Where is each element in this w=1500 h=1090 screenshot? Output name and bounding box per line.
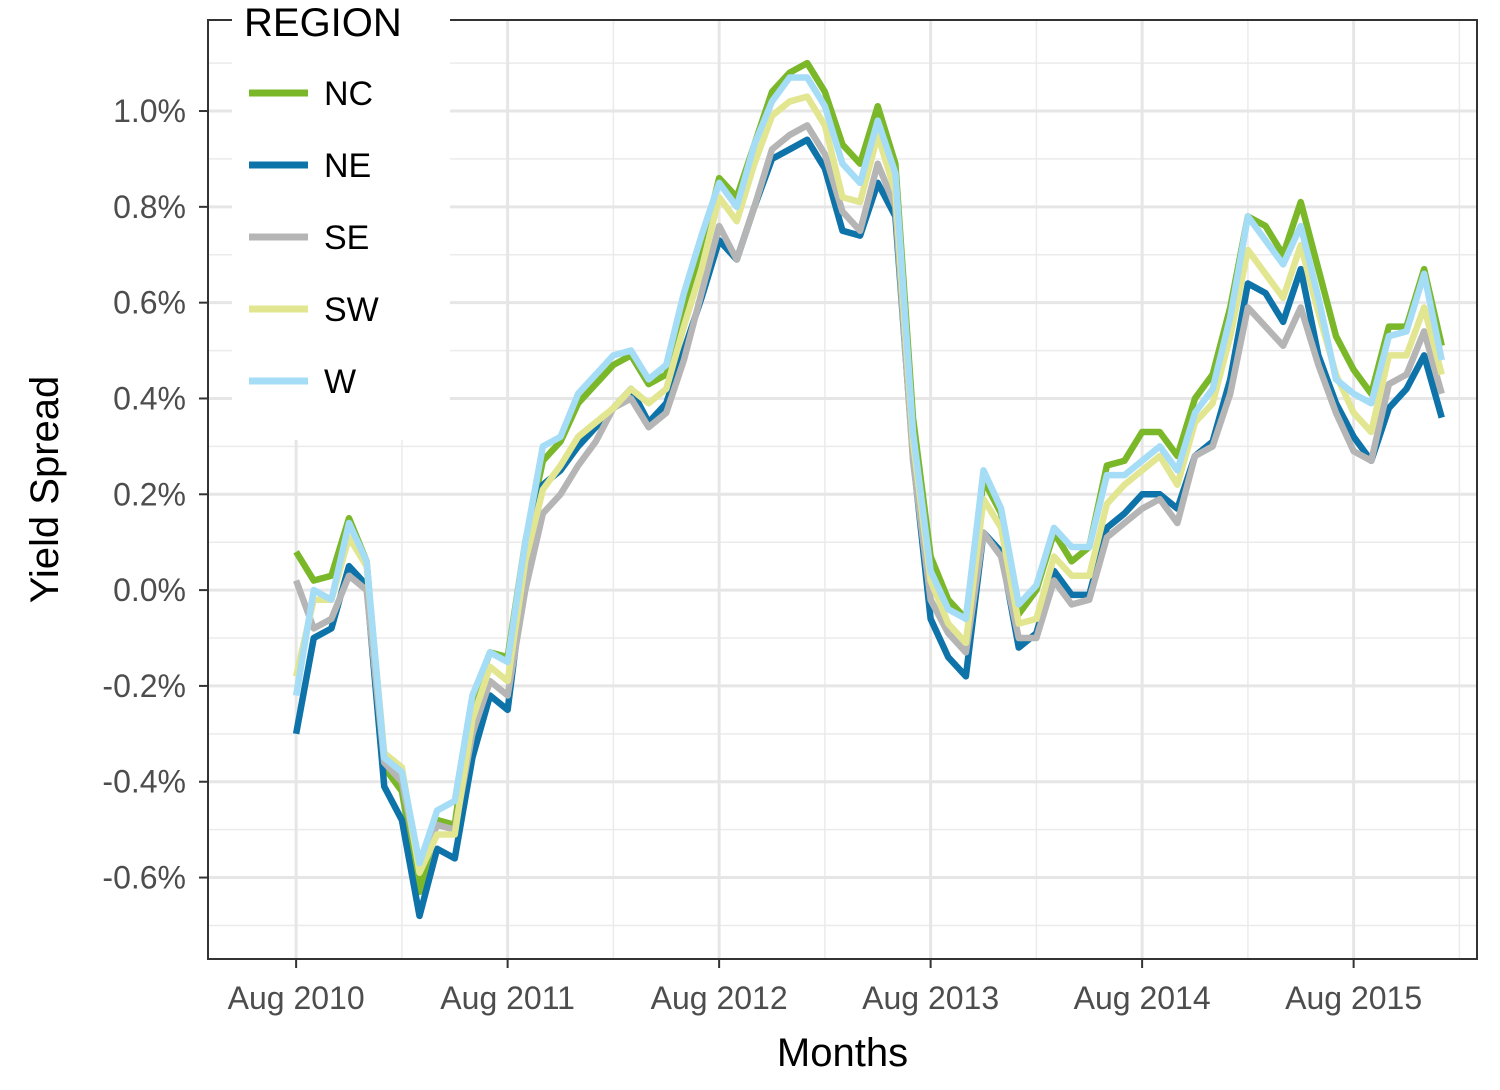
x-tick-label: Aug 2012 [651, 980, 788, 1016]
y-tick-label: 0.4% [113, 380, 186, 416]
series-lines [292, 59, 1445, 920]
legend: REGION NC NE SE SW W [232, 1, 450, 440]
legend-label-nc: NC [324, 75, 373, 113]
plot-panel-border [207, 19, 1478, 960]
x-tick-label: Aug 2015 [1285, 980, 1422, 1016]
y-tick-label: -0.2% [102, 668, 186, 704]
y-tick-label: 0.0% [113, 572, 186, 608]
series-line-se [293, 122, 1445, 872]
y-axis-title: Yield Spread [23, 376, 67, 604]
y-tick-label: 0.6% [113, 285, 186, 321]
x-tick-label: Aug 2010 [228, 980, 365, 1016]
legend-label-sw: SW [324, 291, 379, 329]
y-tick-label: -0.6% [102, 860, 186, 896]
legend-label-ne: NE [324, 147, 371, 185]
legend-title: REGION [244, 1, 402, 45]
series-line-ne [292, 136, 1445, 920]
y-tick-label: -0.4% [102, 764, 186, 800]
series-line-sw [292, 93, 1445, 877]
y-axis-ticks: -0.6% -0.4% -0.2% 0.0% 0.2% 0.4% 0.6% 0.8% 1.0% [102, 93, 208, 896]
major-gridlines [208, 20, 1477, 959]
y-tick-label: 0.2% [113, 476, 186, 512]
x-tick-label: Aug 2011 [440, 980, 575, 1016]
x-axis-title: Months [777, 1031, 908, 1075]
series-line-w [292, 74, 1445, 867]
x-axis-ticks: Aug 2010 Aug 2011 Aug 2012 Aug 2013 Aug 2014… [228, 959, 1422, 1016]
x-tick-label: Aug 2013 [862, 980, 999, 1016]
legend-label-w: W [324, 363, 356, 401]
legend-label-se: SE [324, 219, 369, 257]
legend-background [232, 10, 450, 440]
x-tick-label: Aug 2014 [1074, 980, 1211, 1016]
y-tick-label: 0.8% [113, 189, 186, 225]
y-tick-label: 1.0% [113, 93, 186, 129]
